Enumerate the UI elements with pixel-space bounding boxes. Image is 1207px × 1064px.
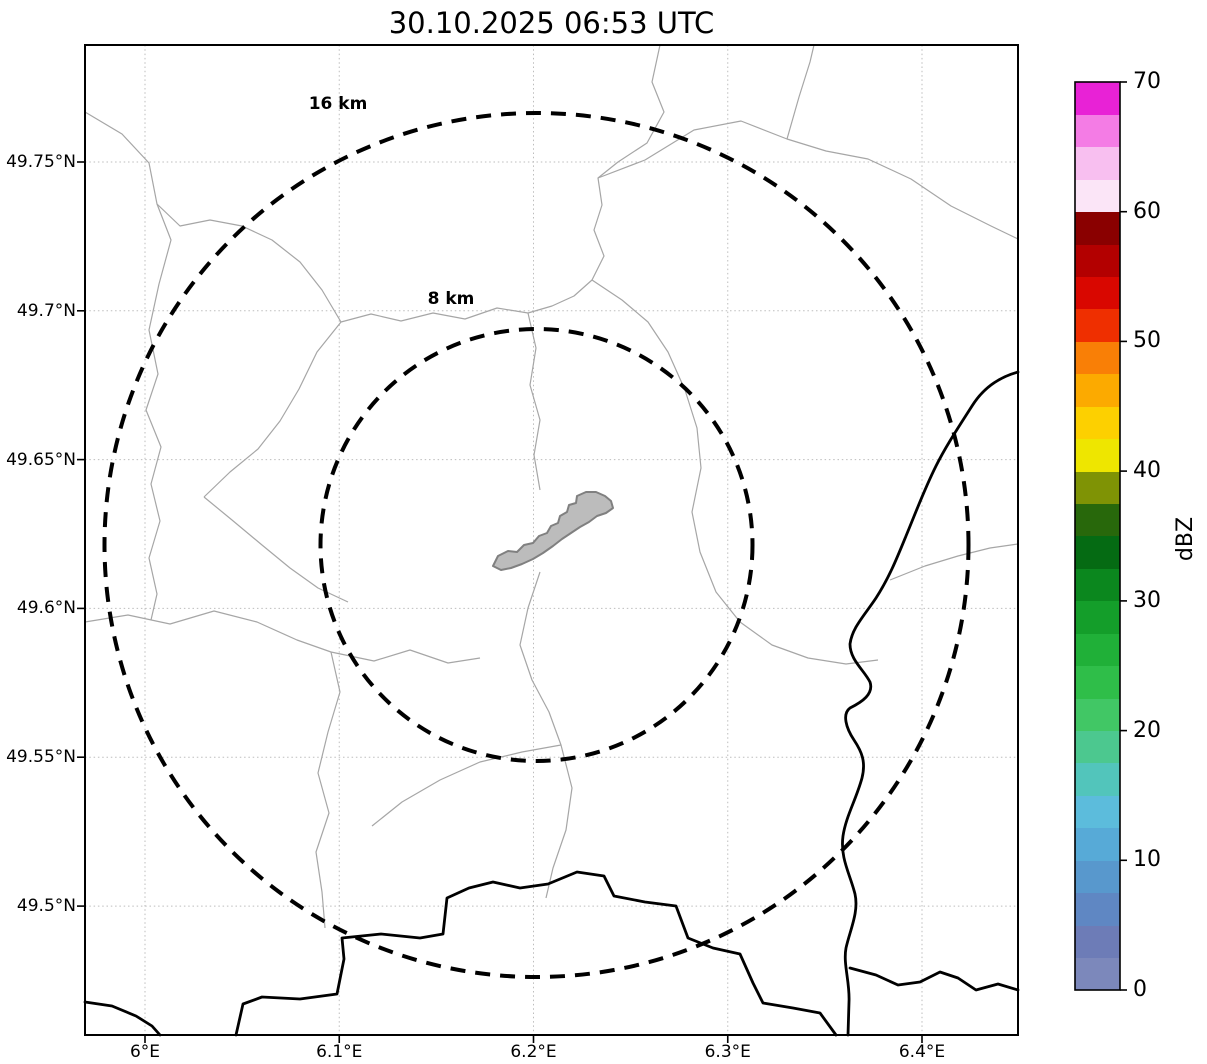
- colorbar-segment: [1075, 309, 1120, 342]
- colorbar-tick-label: 40: [1133, 458, 1161, 484]
- range-rings: [102, 111, 971, 979]
- y-tick-label: 49.5°N: [16, 896, 76, 917]
- colorbar-segment: [1075, 795, 1120, 829]
- colorbar-segment: [1075, 665, 1120, 699]
- admin-boundary-line: [315, 651, 341, 929]
- colorbar-segment: [1075, 957, 1120, 991]
- y-tick-label: 49.7°N: [16, 300, 76, 321]
- urban-area-polygon: [492, 491, 614, 571]
- colorbar-tick-label: 60: [1133, 198, 1161, 224]
- x-tick-label: 6.1°E: [316, 1042, 363, 1062]
- colorbar-segment: [1075, 82, 1120, 115]
- country-border-line: [234, 870, 838, 1037]
- colorbar-segment: [1075, 633, 1120, 667]
- gridlines: [85, 45, 1018, 1035]
- colorbar-tick-label: 30: [1133, 587, 1161, 613]
- colorbar-segment: [1075, 471, 1120, 505]
- colorbar-tick-label: 0: [1133, 977, 1147, 1002]
- axes-frame: [84, 44, 1019, 1036]
- admin-boundary-line: [371, 744, 562, 827]
- country-border-line: [848, 966, 1020, 992]
- colorbar-tick-label: 20: [1133, 717, 1161, 743]
- range-ring-label-8km: 8 km: [427, 289, 475, 309]
- colorbar-segment: [1075, 763, 1120, 796]
- admin-boundary-line: [203, 44, 665, 498]
- colorbar-segment: [1075, 406, 1120, 440]
- colorbar-segment: [1075, 925, 1120, 959]
- plot-title: 30.10.2025 06:53 UTC: [388, 6, 715, 40]
- colorbar-segment: [1075, 373, 1120, 407]
- colorbar-segment: [1075, 892, 1120, 926]
- colorbar-segment: [1075, 860, 1120, 894]
- range-ring-label-16km: 16 km: [308, 94, 368, 114]
- colorbar-segment: [1075, 600, 1120, 634]
- colorbar-segment: [1075, 503, 1120, 537]
- colorbar-segment: [1075, 438, 1120, 472]
- admin-boundary-line: [597, 120, 1019, 240]
- colorbar-segment: [1075, 568, 1120, 602]
- admin-boundary-line: [203, 496, 349, 603]
- admin-boundary-line: [889, 543, 1019, 581]
- colorbar-segment: [1075, 730, 1120, 764]
- colorbar-tick-label: 50: [1133, 328, 1161, 354]
- admin-boundaries: [84, 44, 1019, 929]
- country-border-line: [841, 370, 1020, 1037]
- colorbar-segment: [1075, 698, 1120, 732]
- colorbar-segment: [1075, 211, 1120, 245]
- x-tick-label: 6.4°E: [898, 1042, 946, 1062]
- colorbar-segment: [1075, 146, 1120, 180]
- axis-tick-marks: [77, 161, 923, 1043]
- y-tick-label: 49.75°N: [6, 152, 76, 172]
- admin-boundary-line: [786, 44, 815, 140]
- colorbar-tick-label: 10: [1133, 847, 1161, 873]
- colorbar-axis-label: dBZ: [1173, 516, 1198, 562]
- x-tick-label: 6.3°E: [704, 1042, 751, 1062]
- y-tick-label: 49.55°N: [6, 747, 76, 768]
- y-tick-label: 49.6°N: [16, 598, 76, 619]
- admin-boundary-line: [84, 610, 481, 664]
- admin-boundary-line: [527, 312, 541, 491]
- colorbar-tick-label: 70: [1133, 69, 1161, 94]
- colorbar-segment: [1075, 827, 1120, 861]
- admin-boundary-line: [591, 279, 879, 665]
- colorbar-segment: [1075, 244, 1120, 278]
- range-ring-16km: [102, 111, 971, 979]
- colorbar-segment: [1075, 114, 1120, 148]
- admin-boundary-line: [519, 571, 573, 899]
- x-tick-label: 6°E: [129, 1042, 161, 1062]
- colorbar-segment: [1075, 341, 1120, 375]
- colorbar-frame: [1074, 81, 1121, 991]
- colorbar-tick-marks: [1120, 81, 1127, 991]
- colorbar-segment: [1075, 179, 1120, 213]
- admin-boundary-line: [156, 203, 342, 323]
- x-tick-label: 6.2°E: [510, 1042, 557, 1062]
- colorbar-segment: [1075, 276, 1120, 310]
- range-ring-8km: [318, 327, 755, 763]
- y-tick-label: 49.65°N: [6, 449, 76, 470]
- country-borders: [83, 370, 1020, 1037]
- admin-boundary-line: [84, 111, 172, 621]
- country-border-line: [83, 1000, 162, 1037]
- colorbar-segment: [1075, 536, 1120, 569]
